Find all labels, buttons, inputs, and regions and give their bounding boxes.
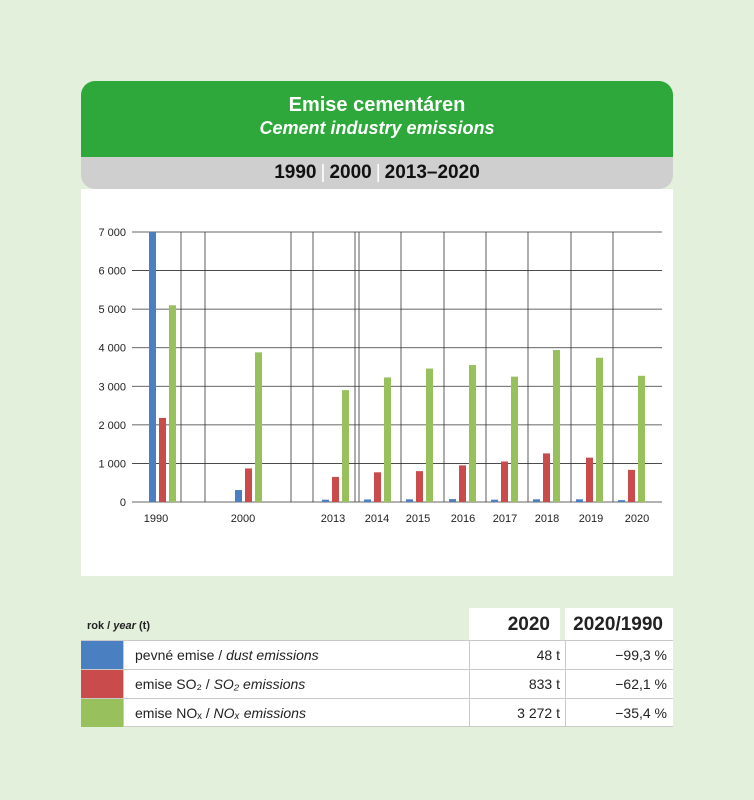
table-row: emise SO₂ / SO₂ emissions 833 t −62,1 %: [81, 669, 673, 698]
row-label: emise SO₂ / SO₂ emissions: [135, 676, 305, 692]
row-value-2020: 3 272 t: [517, 705, 560, 721]
so2-bar: [543, 453, 550, 502]
dust-bar: [449, 499, 456, 502]
x-tick-label: 2016: [451, 513, 475, 525]
period-1990: 1990: [274, 162, 317, 183]
nox-bar: [511, 376, 518, 502]
x-tick-label: 2017: [493, 513, 517, 525]
x-tick-label: 2020: [625, 513, 649, 525]
y-tick-label: 2 000: [98, 420, 126, 432]
divider: [565, 641, 566, 669]
so2-bar: [586, 457, 593, 502]
row-value-2020: 48 t: [536, 647, 560, 663]
nox-bar: [596, 357, 603, 502]
divider: [469, 699, 470, 727]
y-tick-label: 5 000: [98, 304, 126, 316]
dust-bar: [364, 499, 371, 502]
chart-title: Emise cementáren: [288, 94, 466, 116]
legend-swatch: [81, 670, 123, 698]
y-tick-label: 3 000: [98, 381, 126, 393]
divider: [469, 670, 470, 698]
row-label-cz: emise SO₂ /: [135, 676, 214, 692]
x-tick-label: 2015: [406, 513, 430, 525]
table-row: pevné emise / dust emissions 48 t −99,3 %: [81, 640, 673, 669]
x-tick-label: 2013: [321, 513, 345, 525]
chart-header: Emise cementáren Cement industry emissio…: [81, 81, 673, 157]
table-header: rok / year (t) 2020 2020/1990: [81, 608, 673, 640]
nox-bar: [469, 365, 476, 502]
row-label: emise NOₓ / NOₓ emissions: [135, 705, 306, 721]
row-value-change: −99,3 %: [615, 647, 667, 663]
y-tick-label: 7 000: [98, 227, 126, 239]
y-tick-label: 1 000: [98, 458, 126, 470]
dust-bar: [618, 500, 625, 502]
legend-swatch: [81, 641, 123, 669]
divider: [123, 670, 124, 698]
divider: [565, 699, 566, 727]
so2-bar: [245, 468, 252, 502]
chart-area: 7 000 6 000 5 000 4 000 3 000 2 000 1 000 0 1990…: [81, 189, 673, 576]
y-tick-label: 4 000: [98, 343, 126, 355]
row-value-change: −62,1 %: [615, 676, 667, 692]
dust-bar: [533, 499, 540, 502]
x-tick-label: 2000: [231, 513, 255, 525]
nox-bar: [384, 377, 391, 502]
dust-bar: [576, 499, 583, 502]
period-2000: 2000: [329, 162, 372, 183]
header-label-unit: (t): [135, 620, 150, 632]
so2-bar: [501, 461, 508, 502]
table-header-label: rok / year (t): [87, 620, 150, 632]
dust-bar: [235, 490, 242, 502]
so2-bar: [416, 471, 423, 502]
divider: [123, 641, 124, 669]
row-label-en: NOₓ emissions: [213, 705, 306, 721]
dust-bar: [406, 499, 413, 502]
nox-bar: [553, 350, 560, 502]
period-separator: |: [375, 162, 381, 183]
nox-bar: [342, 390, 349, 502]
y-tick-label: 0: [120, 497, 126, 509]
table-row: emise NOₓ / NOₓ emissions 3 272 t −35,4 %: [81, 698, 673, 727]
x-tick-label: 1990: [144, 513, 168, 525]
bar-chart: 7 000 6 000 5 000 4 000 3 000 2 000 1 000 0 1990…: [98, 227, 662, 525]
x-tick-label: 2019: [579, 513, 603, 525]
table-body: pevné emise / dust emissions 48 t −99,3 % e…: [81, 640, 673, 727]
so2-bar: [159, 417, 166, 502]
dust-bar: [322, 499, 329, 502]
chart-subtitle: Cement industry emissions: [259, 118, 495, 138]
divider: [565, 670, 566, 698]
nox-bar: [638, 375, 645, 502]
x-tick-label: 2014: [365, 513, 389, 525]
emissions-table: rok / year (t) 2020 2020/1990 pevné emis…: [81, 608, 673, 727]
row-value-2020: 833 t: [528, 676, 560, 692]
nox-bar: [426, 368, 433, 502]
period-bar: 1990 | 2000 | 2013–2020: [81, 157, 673, 189]
x-tick-label: 2018: [535, 513, 559, 525]
nox-bar: [169, 305, 176, 502]
nox-bar: [255, 352, 262, 502]
so2-bar: [459, 465, 466, 502]
row-label-cz: emise NOₓ /: [135, 705, 214, 721]
row-label-en: SO₂ emissions: [213, 676, 306, 692]
period-separator: |: [320, 162, 326, 183]
y-tick-label: 6 000: [98, 266, 126, 278]
col-header-2020: 2020: [469, 608, 560, 640]
header-label-rok: rok /: [87, 620, 114, 632]
col-header-change: 2020/1990: [565, 608, 673, 640]
so2-bar: [332, 476, 339, 502]
dust-bar: [149, 232, 156, 502]
row-label-en: dust emissions: [226, 647, 319, 663]
row-label-cz: pevné emise /: [135, 647, 227, 663]
so2-bar: [374, 472, 381, 502]
so2-bar: [628, 469, 635, 502]
header-label-year: year: [113, 620, 136, 632]
legend-swatch: [81, 699, 123, 727]
period-2013-2020: 2013–2020: [384, 162, 480, 183]
row-value-change: −35,4 %: [615, 705, 667, 721]
row-label: pevné emise / dust emissions: [135, 647, 319, 663]
divider: [123, 699, 124, 727]
divider: [469, 641, 470, 669]
dust-bar: [491, 499, 498, 502]
